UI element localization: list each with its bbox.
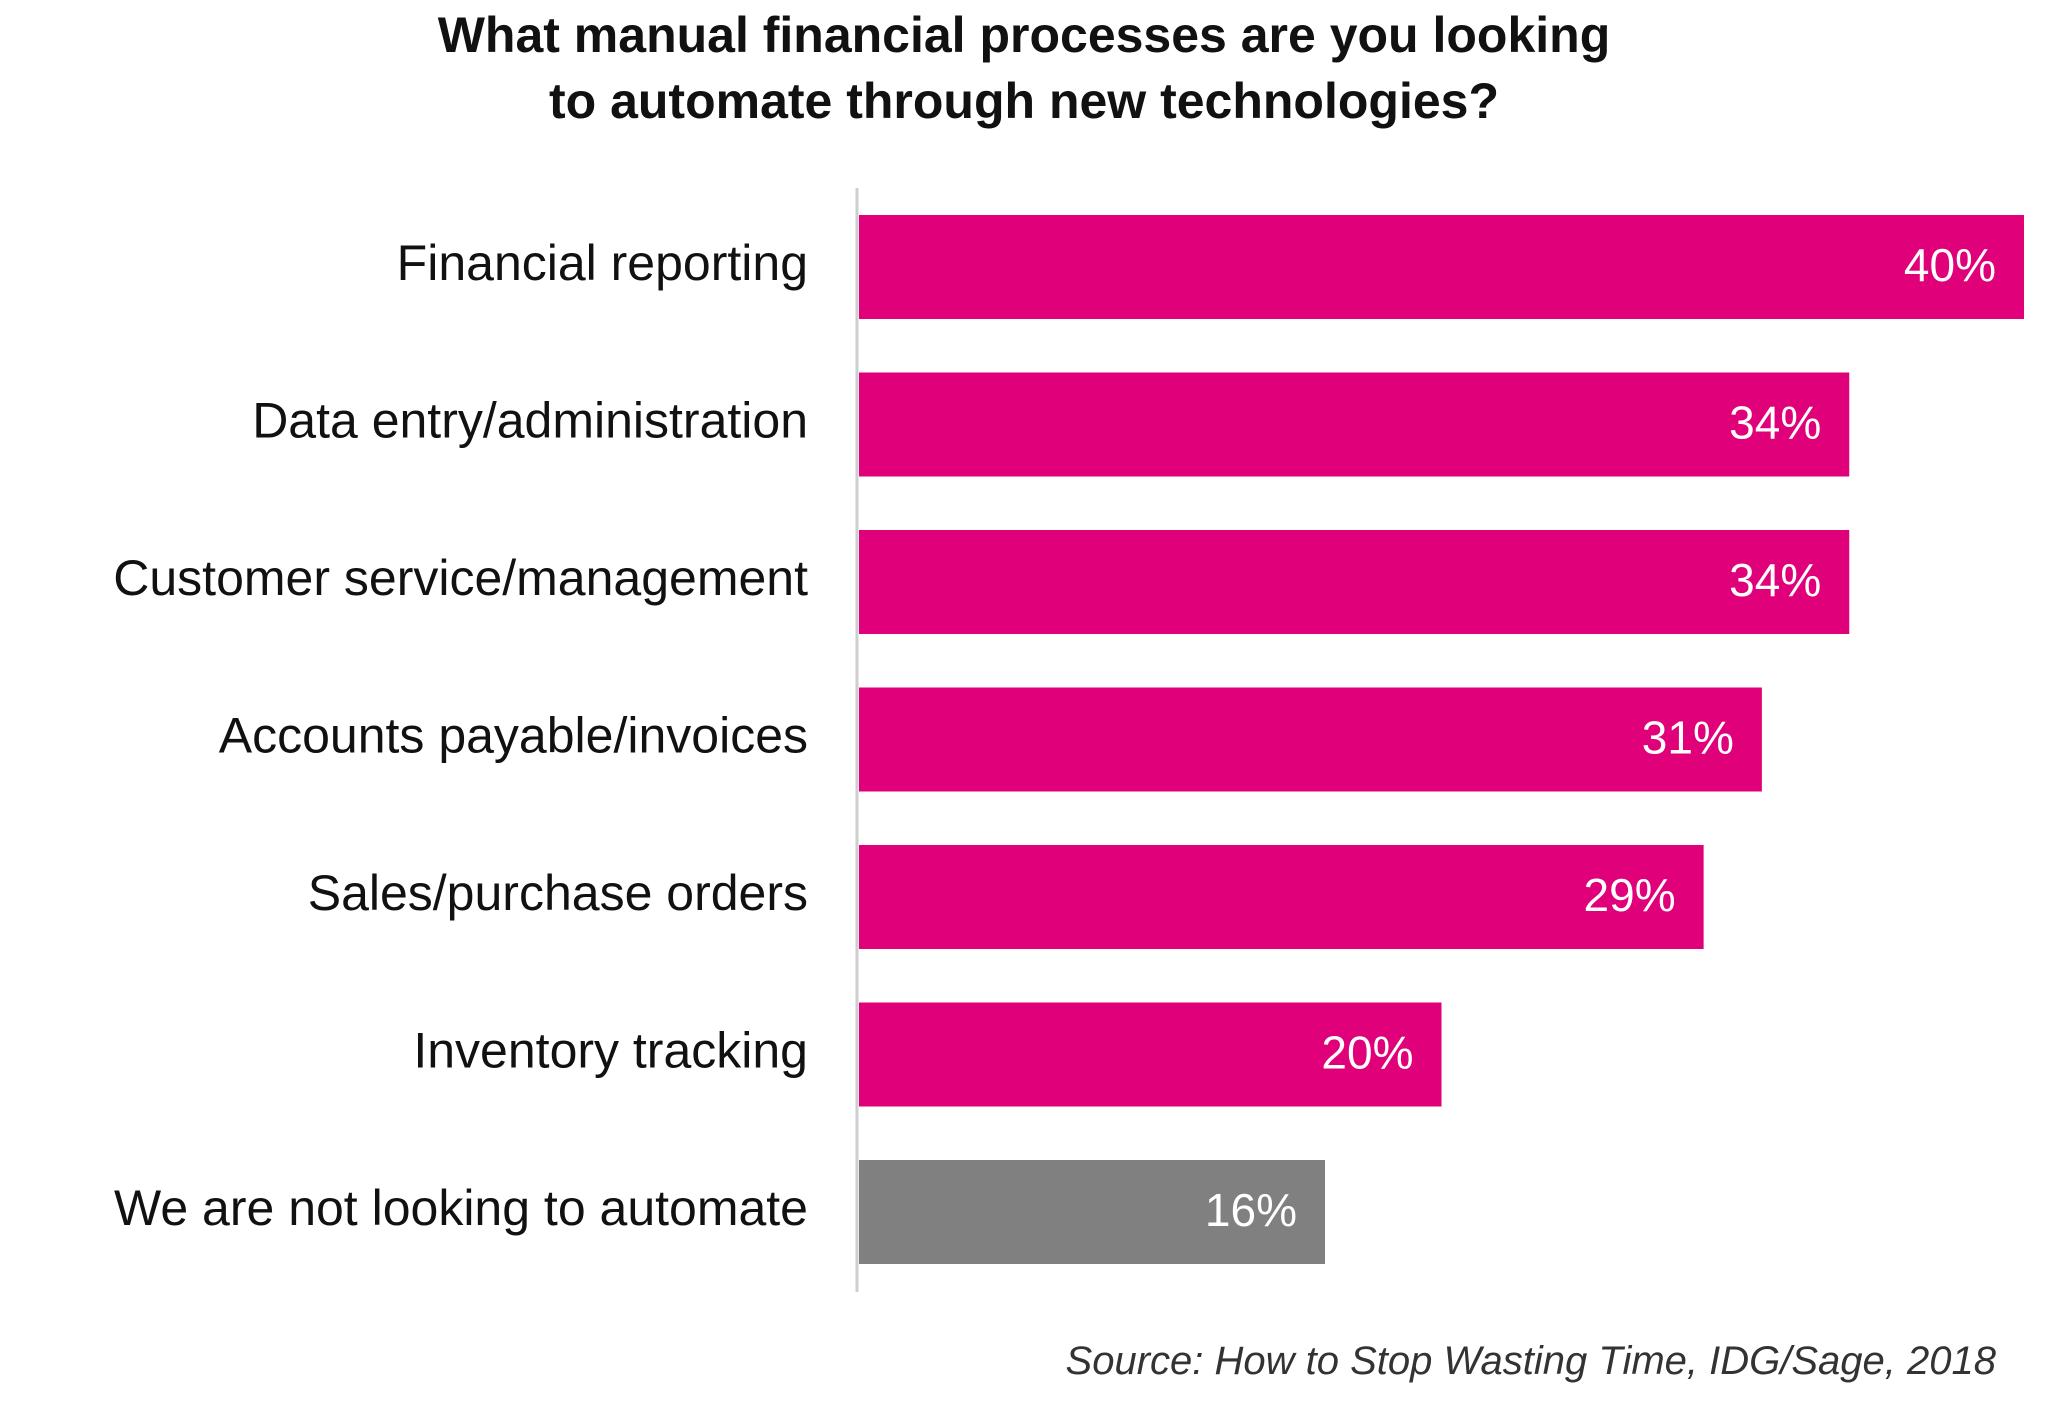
bar-2 xyxy=(859,372,1850,477)
value-label-1: 40% xyxy=(1904,239,1996,291)
chart-title-line-2: to automate through new technologies? xyxy=(549,73,1499,129)
chart-title-line-1: What manual financial processes are you … xyxy=(438,7,1611,63)
category-label-4: Accounts payable/invoices xyxy=(219,708,808,764)
bar-5 xyxy=(859,845,1704,949)
value-label-7: 16% xyxy=(1205,1184,1297,1236)
bar-1 xyxy=(859,215,2024,319)
value-label-5: 29% xyxy=(1584,869,1676,921)
category-label-6: Inventory tracking xyxy=(413,1023,808,1079)
source-note: Source: How to Stop Wasting Time, IDG/Sa… xyxy=(1066,1339,1997,1383)
value-label-4: 31% xyxy=(1642,712,1734,764)
category-label-5: Sales/purchase orders xyxy=(308,865,808,921)
category-label-7: We are not looking to automate xyxy=(114,1180,808,1236)
category-label-3: Customer service/management xyxy=(113,550,808,606)
bar-4 xyxy=(859,687,1762,792)
category-label-1: Financial reporting xyxy=(397,235,808,291)
category-label-2: Data entry/administration xyxy=(252,393,808,449)
value-label-3: 34% xyxy=(1729,554,1821,606)
bars-group: Financial reporting 40% Data entry/adminis… xyxy=(113,215,2024,1264)
bar-6 xyxy=(859,1002,1442,1107)
value-label-6: 20% xyxy=(1321,1027,1413,1079)
bar-3 xyxy=(859,530,1850,634)
bar-7 xyxy=(859,1160,1325,1264)
value-label-2: 34% xyxy=(1729,397,1821,449)
